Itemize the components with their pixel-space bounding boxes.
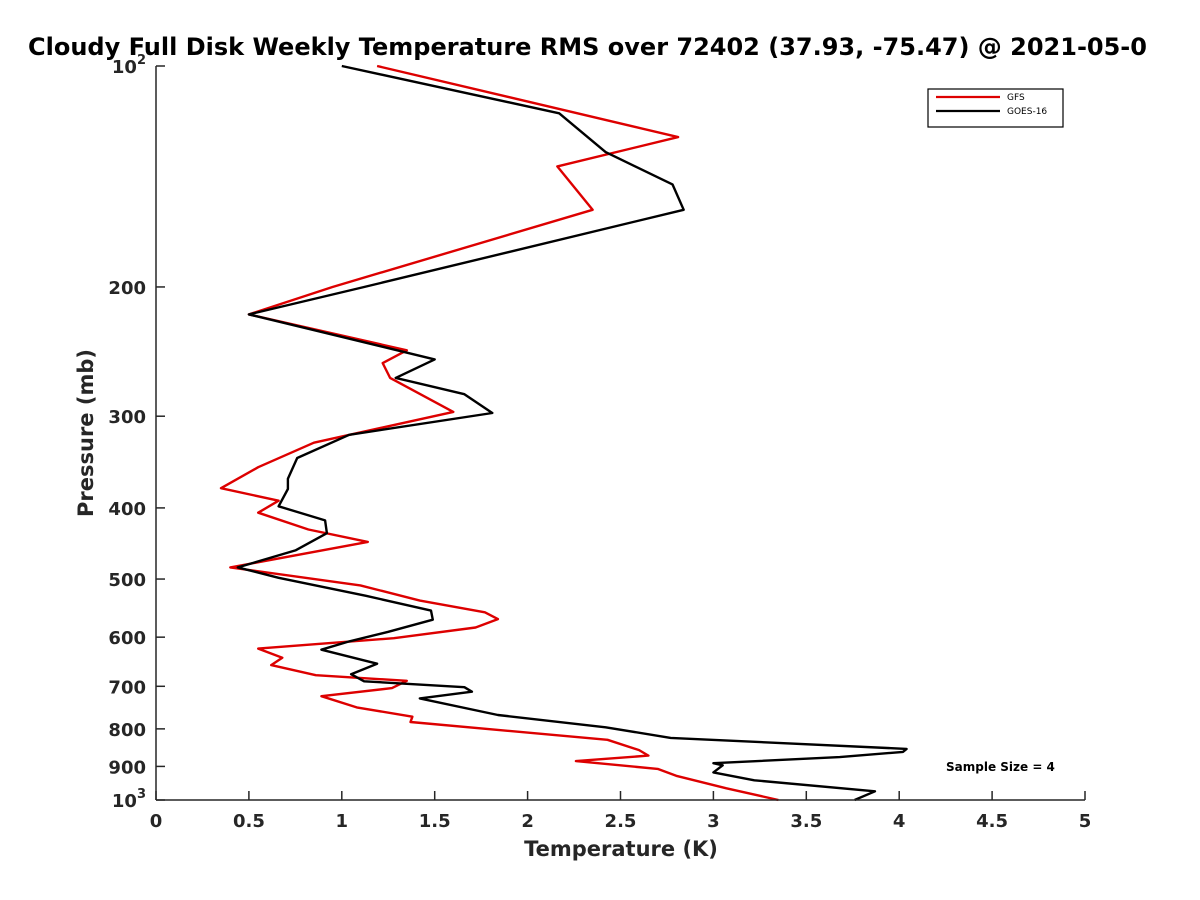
legend-label: GFS: [1007, 93, 1025, 103]
x-tick-label: 4.5: [976, 811, 1008, 832]
y-tick-label: 900: [108, 757, 146, 778]
x-tick-label: 1.5: [419, 811, 451, 832]
x-tick-label: 0.5: [233, 811, 265, 832]
x-tick-label: 3.5: [790, 811, 822, 832]
y-tick-label: 700: [108, 677, 146, 698]
legend-box: [927, 88, 1064, 128]
x-tick-label: 4: [893, 811, 906, 832]
x-tick-label: 2.5: [605, 811, 637, 832]
chart-title: Cloudy Full Disk Weekly Temperature RMS …: [28, 33, 1147, 61]
legend-label: GOES-16: [1007, 107, 1047, 117]
x-tick-label: 1: [336, 811, 349, 832]
y-tick-label: 300: [108, 407, 146, 428]
y-tick-label: 800: [108, 720, 146, 741]
x-tick-label: 2: [521, 811, 534, 832]
y-tick-label: 200: [108, 278, 146, 299]
series-line-gfs: [219, 64, 779, 802]
x-tick-label: 5: [1079, 811, 1092, 832]
y-tick-label: 500: [108, 570, 146, 591]
y-axis-label: Pressure (mb): [74, 349, 98, 517]
y-tick-label: 400: [108, 499, 146, 520]
series-line-goes-16: [236, 64, 908, 802]
x-tick-label: 3: [707, 811, 720, 832]
y-tick-label: 102: [112, 53, 146, 78]
x-tick-label: 0: [150, 811, 163, 832]
y-tick-label: 600: [108, 628, 146, 649]
x-axis-label: Temperature (K): [524, 837, 718, 861]
sample-size-annotation: Sample Size = 4: [946, 760, 1055, 774]
y-tick-label: 103: [112, 787, 146, 812]
